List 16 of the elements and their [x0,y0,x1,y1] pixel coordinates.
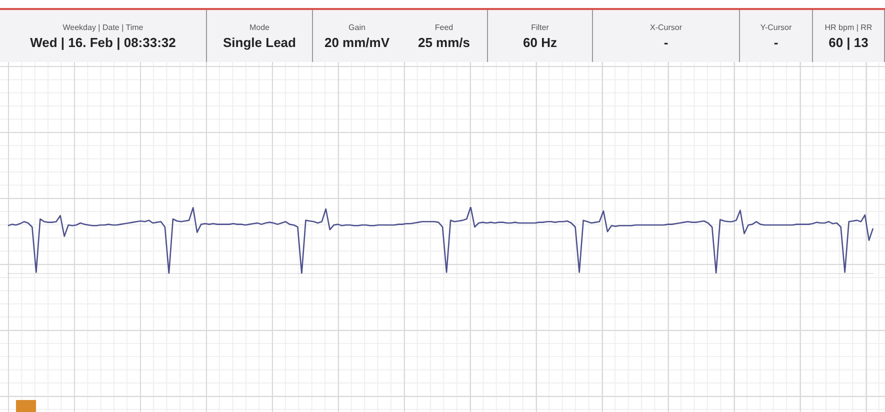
text: 60 Hz [523,34,557,50]
text: Y-Cursor [760,22,792,32]
text: Single Lead [223,34,296,50]
text: X-Cursor [650,22,682,32]
text: Wed | 16. Feb | 08:33:32 [30,34,176,50]
text: - [774,34,778,50]
text: Feed [434,22,454,32]
text: 60 | 13 [828,34,868,50]
text: Weekday | Date | Time [62,22,144,32]
text: 25 mm/s [418,34,470,50]
text: 20 mm/mV [324,34,390,50]
text: HR bpm | RR [824,22,872,32]
text: Mode [249,22,270,32]
text: Filter [531,22,549,32]
text: Gain [348,22,366,32]
text: - [664,34,668,50]
